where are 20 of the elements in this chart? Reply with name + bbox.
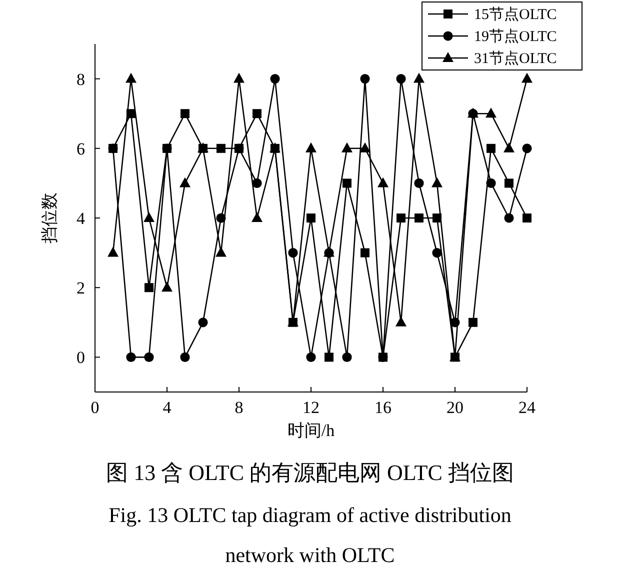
y-tick-label: 0	[76, 348, 85, 368]
y-axis-title: 挡位数	[40, 192, 59, 244]
x-tick-label: 20	[446, 398, 464, 417]
caption: 图 13 含 OLTC 的有源配电网 OLTC 挡位图	[106, 460, 514, 485]
x-tick-label: 24	[518, 398, 536, 417]
caption: Fig. 13 OLTC tap diagram of active distribution	[108, 503, 512, 527]
legend-label: 15节点OLTC	[474, 6, 557, 23]
x-tick-label: 0	[90, 398, 100, 417]
x-tick-label: 8	[234, 398, 244, 417]
legend-label: 19节点OLTC	[474, 28, 557, 45]
y-tick-label: 6	[76, 139, 85, 158]
x-tick-label: 16	[374, 398, 392, 417]
x-tick-label: 12	[302, 398, 320, 417]
y-tick-label: 4	[76, 209, 86, 228]
x-axis-title: 时间/h	[287, 421, 336, 440]
text: network with OLTC	[225, 543, 395, 567]
legend-label: 31节点OLTC	[474, 50, 557, 67]
y-tick-label: 2	[76, 278, 85, 298]
y-tick-label: 8	[76, 70, 85, 89]
x-tick-label: 4	[162, 398, 172, 417]
